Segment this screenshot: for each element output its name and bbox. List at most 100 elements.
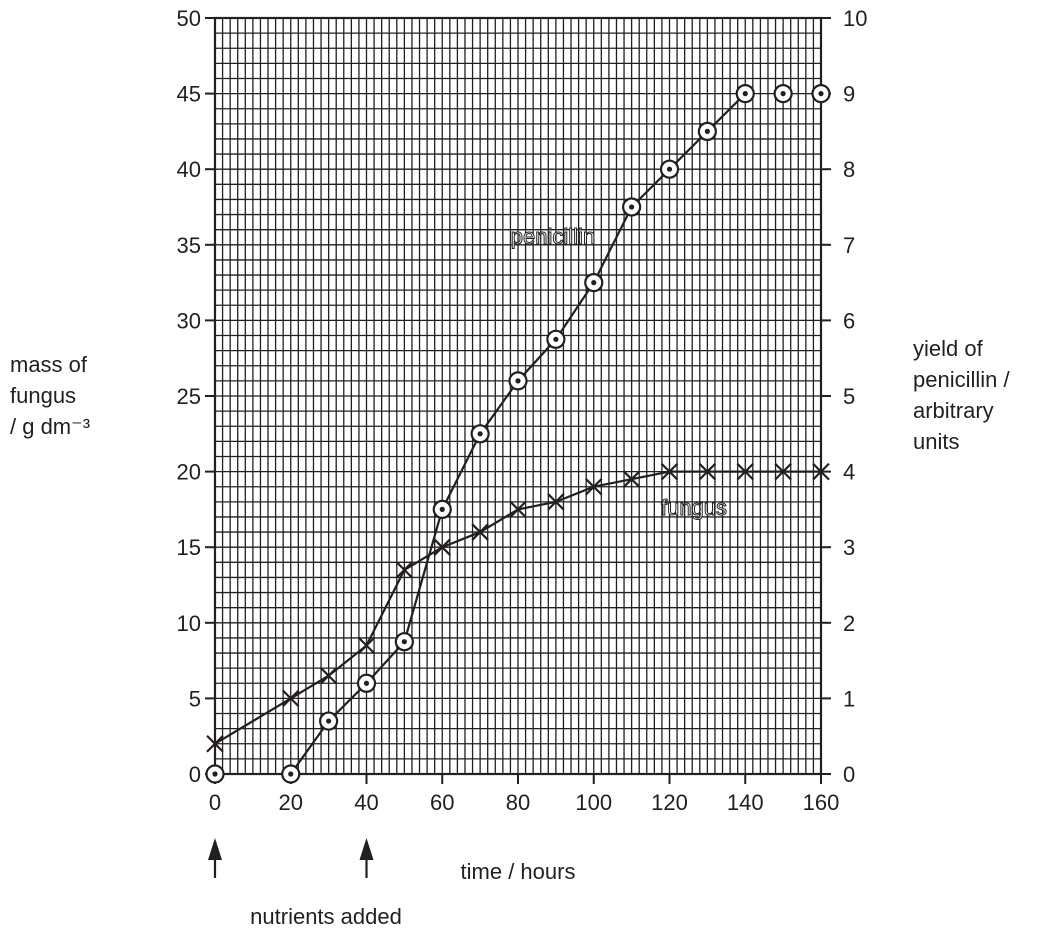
x-tick-label: 40: [354, 790, 378, 815]
y-left-tick-label: 40: [177, 157, 201, 182]
point-dot: [553, 336, 559, 342]
x-tick-label: 80: [506, 790, 530, 815]
annotation-label: nutrients added: [250, 904, 402, 929]
point-dot: [212, 771, 218, 777]
data-point-penicillin: [508, 371, 528, 391]
point-dot: [288, 771, 294, 777]
y-left-axis-label: / g dm⁻³: [10, 414, 90, 439]
data-point-fungus: [812, 462, 830, 481]
y-right-axis-label: units: [913, 429, 959, 454]
y-right-tick-label: 0: [843, 762, 855, 787]
data-point-fungus: [281, 689, 300, 708]
data-point-penicillin: [281, 764, 301, 784]
point-dot: [477, 431, 483, 437]
y-right-tick-label: 2: [843, 611, 855, 636]
y-right-axis-label: penicillin /: [913, 367, 1010, 392]
y-right-tick-label: 10: [843, 6, 867, 31]
data-point-fungus: [774, 462, 792, 481]
point-dot: [629, 204, 635, 210]
data-point-fungus: [622, 470, 641, 488]
data-point-fungus: [357, 636, 376, 655]
series-group: [205, 83, 831, 784]
series-label-penicillin: penicillin: [511, 224, 595, 249]
y-right-tick-label: 3: [843, 535, 855, 560]
point-dot: [326, 718, 332, 724]
y-right-tick-label: 6: [843, 308, 855, 333]
x-tick-label: 120: [651, 790, 688, 815]
y-left-tick-label: 5: [189, 686, 201, 711]
point-dot: [742, 91, 748, 97]
x-tick-label: 20: [279, 790, 303, 815]
data-point-fungus: [547, 493, 565, 511]
y-left-tick-label: 35: [177, 233, 201, 258]
axes: [205, 16, 831, 878]
data-point-penicillin: [470, 424, 490, 444]
y-left-tick-label: 50: [177, 6, 201, 31]
data-point-penicillin: [584, 273, 604, 293]
series-line-fungus: [214, 470, 821, 745]
y-right-axis-label: arbitrary: [913, 398, 994, 423]
y-right-tick-label: 9: [843, 82, 855, 107]
y-right-tick-label: 1: [843, 686, 855, 711]
data-point-penicillin: [319, 711, 339, 731]
x-tick-label: 60: [430, 790, 454, 815]
data-point-penicillin: [205, 764, 225, 784]
data-point-fungus: [395, 561, 414, 579]
y-left-tick-label: 45: [177, 82, 201, 107]
y-right-tick-label: 5: [843, 384, 855, 409]
y-right-tick-label: 7: [843, 233, 855, 258]
point-dot: [401, 639, 407, 645]
x-tick-label: 160: [803, 790, 840, 815]
data-point-penicillin: [546, 329, 566, 349]
y-left-tick-label: 0: [189, 762, 201, 787]
x-tick-label: 0: [209, 790, 221, 815]
data-point-penicillin: [735, 83, 755, 104]
y-left-tick-label: 30: [177, 308, 201, 333]
data-point-penicillin: [659, 159, 680, 179]
data-point-penicillin: [697, 121, 717, 141]
data-point-penicillin: [773, 83, 793, 104]
y-left-tick-label: 15: [177, 535, 201, 560]
data-point-fungus: [660, 462, 679, 481]
series-fungus: [206, 462, 830, 753]
data-point-penicillin: [811, 83, 831, 104]
data-point-fungus: [471, 523, 489, 541]
data-point-fungus: [509, 500, 527, 519]
x-tick-label: 140: [727, 790, 764, 815]
x-axis-label: time / hours: [461, 859, 576, 884]
point-dot: [439, 506, 445, 512]
data-point-penicillin: [356, 673, 377, 693]
y-left-tick-label: 10: [177, 611, 201, 636]
data-point-fungus: [206, 734, 224, 753]
data-point-fungus: [319, 666, 338, 685]
point-dot: [818, 91, 824, 97]
y-left-tick-label: 25: [177, 384, 201, 409]
point-dot: [591, 280, 597, 286]
data-point-penicillin: [394, 632, 414, 652]
point-dot: [515, 378, 521, 384]
point-dot: [666, 166, 673, 172]
data-point-fungus: [433, 538, 452, 556]
point-dot: [704, 128, 710, 134]
annotation-arrow-head: [208, 838, 222, 860]
data-point-fungus: [584, 477, 603, 496]
y-left-axis-label: fungus: [10, 383, 76, 408]
grid: [214, 17, 822, 775]
data-point-penicillin: [432, 499, 452, 519]
y-right-tick-label: 4: [843, 460, 855, 485]
y-right-tick-label: 8: [843, 157, 855, 182]
series-penicillin: [205, 83, 831, 784]
x-tick-label: 100: [575, 790, 612, 815]
point-dot: [780, 91, 786, 97]
data-point-penicillin: [622, 197, 642, 217]
data-point-fungus: [698, 462, 717, 481]
series-label-fungus: fungus: [661, 495, 727, 520]
y-right-axis-label: yield of: [913, 336, 984, 361]
point-dot: [363, 680, 370, 686]
y-left-tick-label: 20: [177, 460, 201, 485]
annotation-arrow-head: [359, 838, 374, 860]
y-left-axis-label: mass of: [10, 352, 88, 377]
